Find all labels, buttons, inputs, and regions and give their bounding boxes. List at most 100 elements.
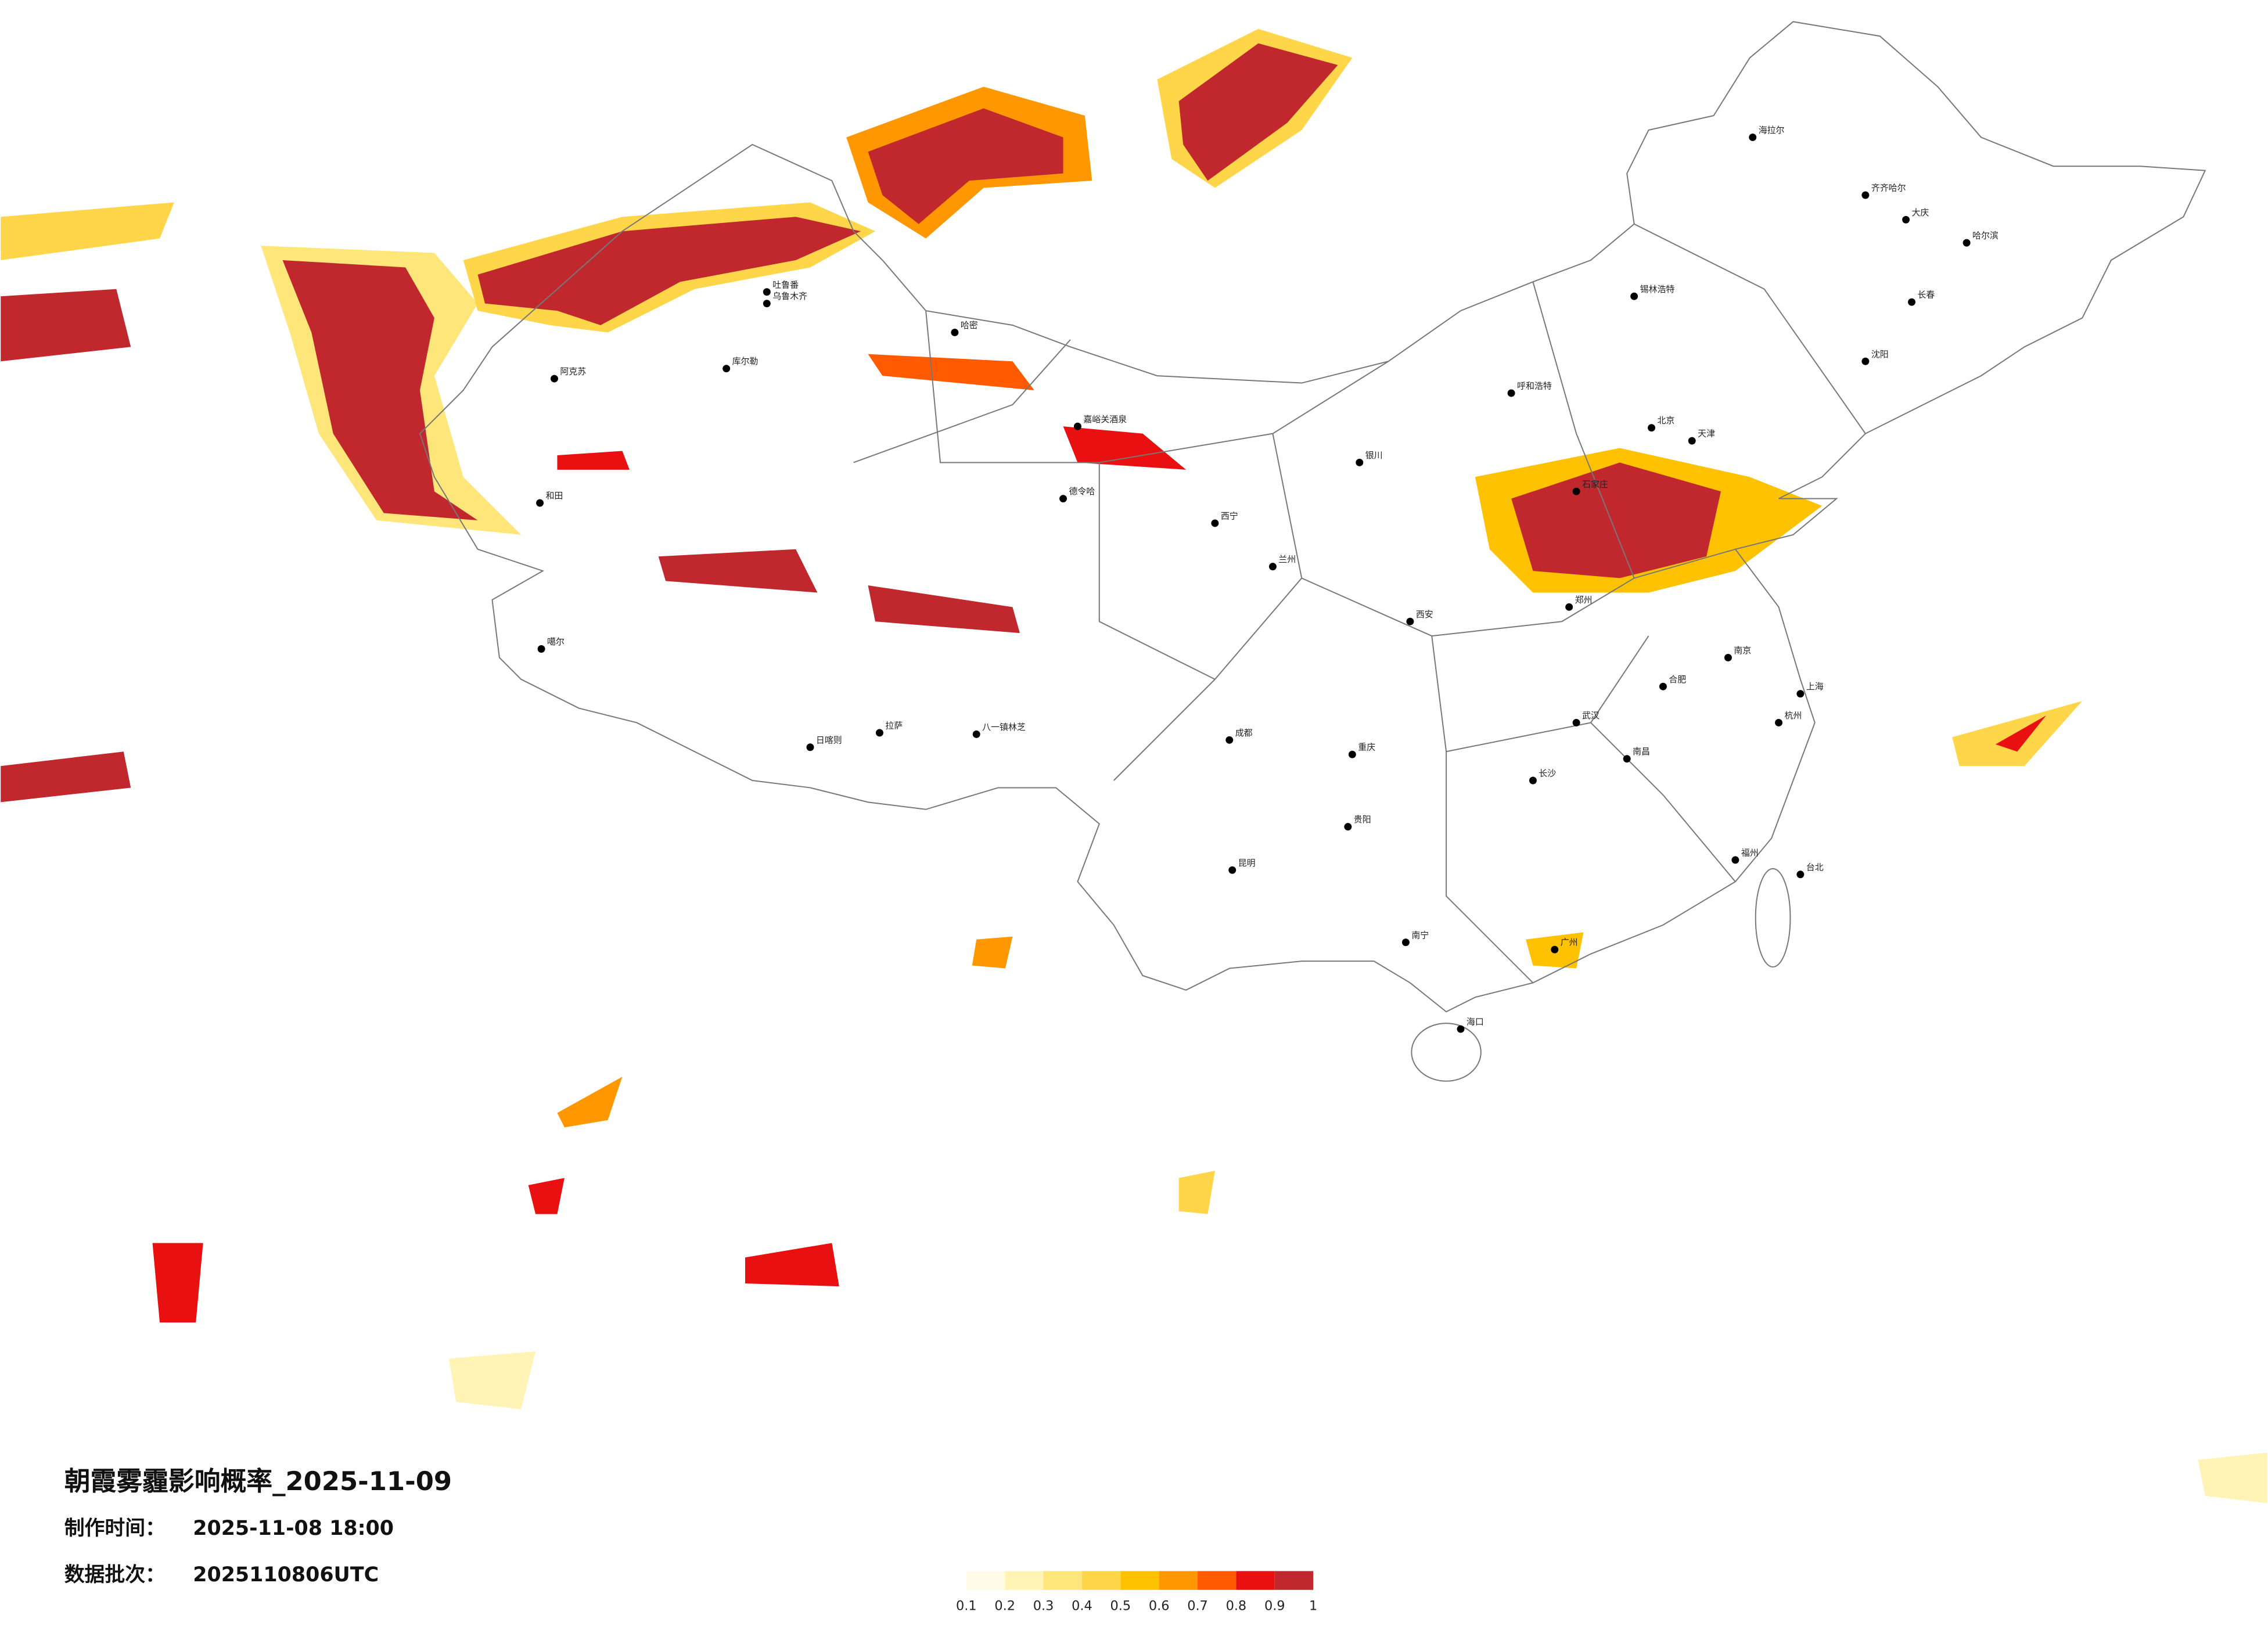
city-label: 昆明 [1238, 858, 1256, 868]
made-label: 制作时间： [64, 1517, 166, 1540]
haze [282, 260, 478, 520]
city-dot [537, 645, 545, 653]
legend-swatch [1236, 1571, 1275, 1590]
haze [1178, 1171, 1215, 1214]
city-label: 嘉峪关酒泉 [1083, 414, 1127, 425]
title: 朝霞雾霾影响概率_2025-11-09 [64, 1466, 452, 1497]
province-lines [853, 223, 1866, 984]
country-outline [419, 21, 2206, 1013]
batch-label: 数据批次： [64, 1563, 166, 1587]
city-dot [1401, 938, 1410, 947]
city-dot [1572, 487, 1580, 495]
city-label: 沈阳 [1871, 349, 1889, 359]
haze [868, 354, 1034, 390]
haze-layer [1, 28, 2267, 1503]
legend-swatch [1043, 1571, 1082, 1590]
haze [868, 108, 1063, 224]
haze [972, 936, 1013, 969]
legend-swatch [1005, 1571, 1044, 1590]
legend-tick-label: 0.1 [956, 1599, 977, 1614]
city-label: 阿克苏 [560, 366, 586, 377]
legend-swatch [1198, 1571, 1237, 1590]
city-label: 天津 [1698, 429, 1715, 439]
city-dot [763, 288, 771, 296]
legend-tick-label: 0.5 [1110, 1599, 1131, 1614]
city-label: 南宁 [1411, 930, 1429, 940]
city-dot [951, 328, 959, 336]
city-dot [875, 729, 883, 737]
legend-tick-label: 0.3 [1033, 1599, 1054, 1614]
city-dot [1630, 292, 1638, 300]
city-label: 银川 [1365, 450, 1383, 461]
city-dot [1749, 133, 1757, 141]
city-label: 长沙 [1539, 768, 1556, 779]
city-dot [1572, 718, 1580, 726]
city-dot [806, 743, 814, 751]
city-dot [763, 300, 771, 308]
city-dot [1796, 690, 1805, 698]
city-label: 合肥 [1669, 674, 1686, 685]
city-label: 日喀则 [816, 735, 842, 745]
hainan [1411, 1023, 1482, 1082]
city-label: 贵阳 [1354, 814, 1371, 825]
city-dot [1529, 776, 1537, 785]
city-label: 哈尔滨 [1972, 231, 1999, 241]
legend-tick-label: 0.2 [994, 1599, 1015, 1614]
city-dot [1356, 458, 1364, 466]
city-label: 哈密 [961, 320, 978, 330]
city-label: 郑州 [1575, 595, 1593, 605]
city-dot [1688, 437, 1696, 445]
haze [557, 1077, 623, 1128]
haze [658, 549, 818, 593]
city-label: 兰州 [1278, 554, 1296, 564]
city-label: 台北 [1806, 862, 1824, 872]
city-label: 南京 [1734, 645, 1751, 656]
city-dot [723, 365, 731, 373]
city-dot [550, 375, 558, 383]
legend-tick-label: 0.6 [1149, 1599, 1170, 1614]
city-dot [1073, 422, 1081, 430]
haze [1178, 43, 1338, 181]
city-dot [1225, 736, 1234, 744]
haze [745, 1243, 839, 1287]
city-dot [1507, 389, 1515, 397]
haze [557, 451, 630, 470]
city-label: 重庆 [1358, 742, 1375, 753]
city-label: 吐鲁番 [772, 279, 799, 290]
haze [1, 751, 131, 803]
haze [1063, 426, 1187, 470]
batch-value: 2025110806UTC [193, 1563, 379, 1587]
city-label: 上海 [1806, 681, 1824, 692]
city-label: 杭州 [1785, 710, 1802, 721]
legend-swatch [1274, 1571, 1314, 1590]
city-label: 武汉 [1582, 710, 1600, 721]
city-dot [1406, 617, 1414, 625]
city-label: 噶尔 [547, 636, 565, 647]
city-label: 锡林浩特 [1640, 284, 1675, 294]
city-label: 石家庄 [1582, 479, 1608, 490]
city-label: 成都 [1235, 728, 1253, 738]
haze [448, 1351, 536, 1409]
city-label: 海拉尔 [1759, 125, 1785, 135]
city-dot [1348, 750, 1356, 758]
city-dot [1796, 870, 1805, 879]
city-dot [1565, 603, 1573, 611]
made-value: 2025-11-08 18:00 [193, 1517, 394, 1540]
city-dot [1861, 357, 1870, 365]
haze [528, 1178, 565, 1214]
haze [1511, 462, 1721, 578]
city-dot [1457, 1025, 1465, 1033]
haze [1995, 715, 2046, 752]
legend-swatch [966, 1571, 1005, 1590]
haze [152, 1243, 203, 1323]
city-label: 齐齐哈尔 [1871, 183, 1906, 193]
legend-tick-label: 1 [1309, 1599, 1317, 1614]
city-dot [1659, 682, 1667, 690]
city-dot [536, 499, 544, 507]
city-label: 西宁 [1221, 511, 1238, 521]
legend-swatch [1159, 1571, 1198, 1590]
city-label: 大庆 [1912, 207, 1929, 218]
